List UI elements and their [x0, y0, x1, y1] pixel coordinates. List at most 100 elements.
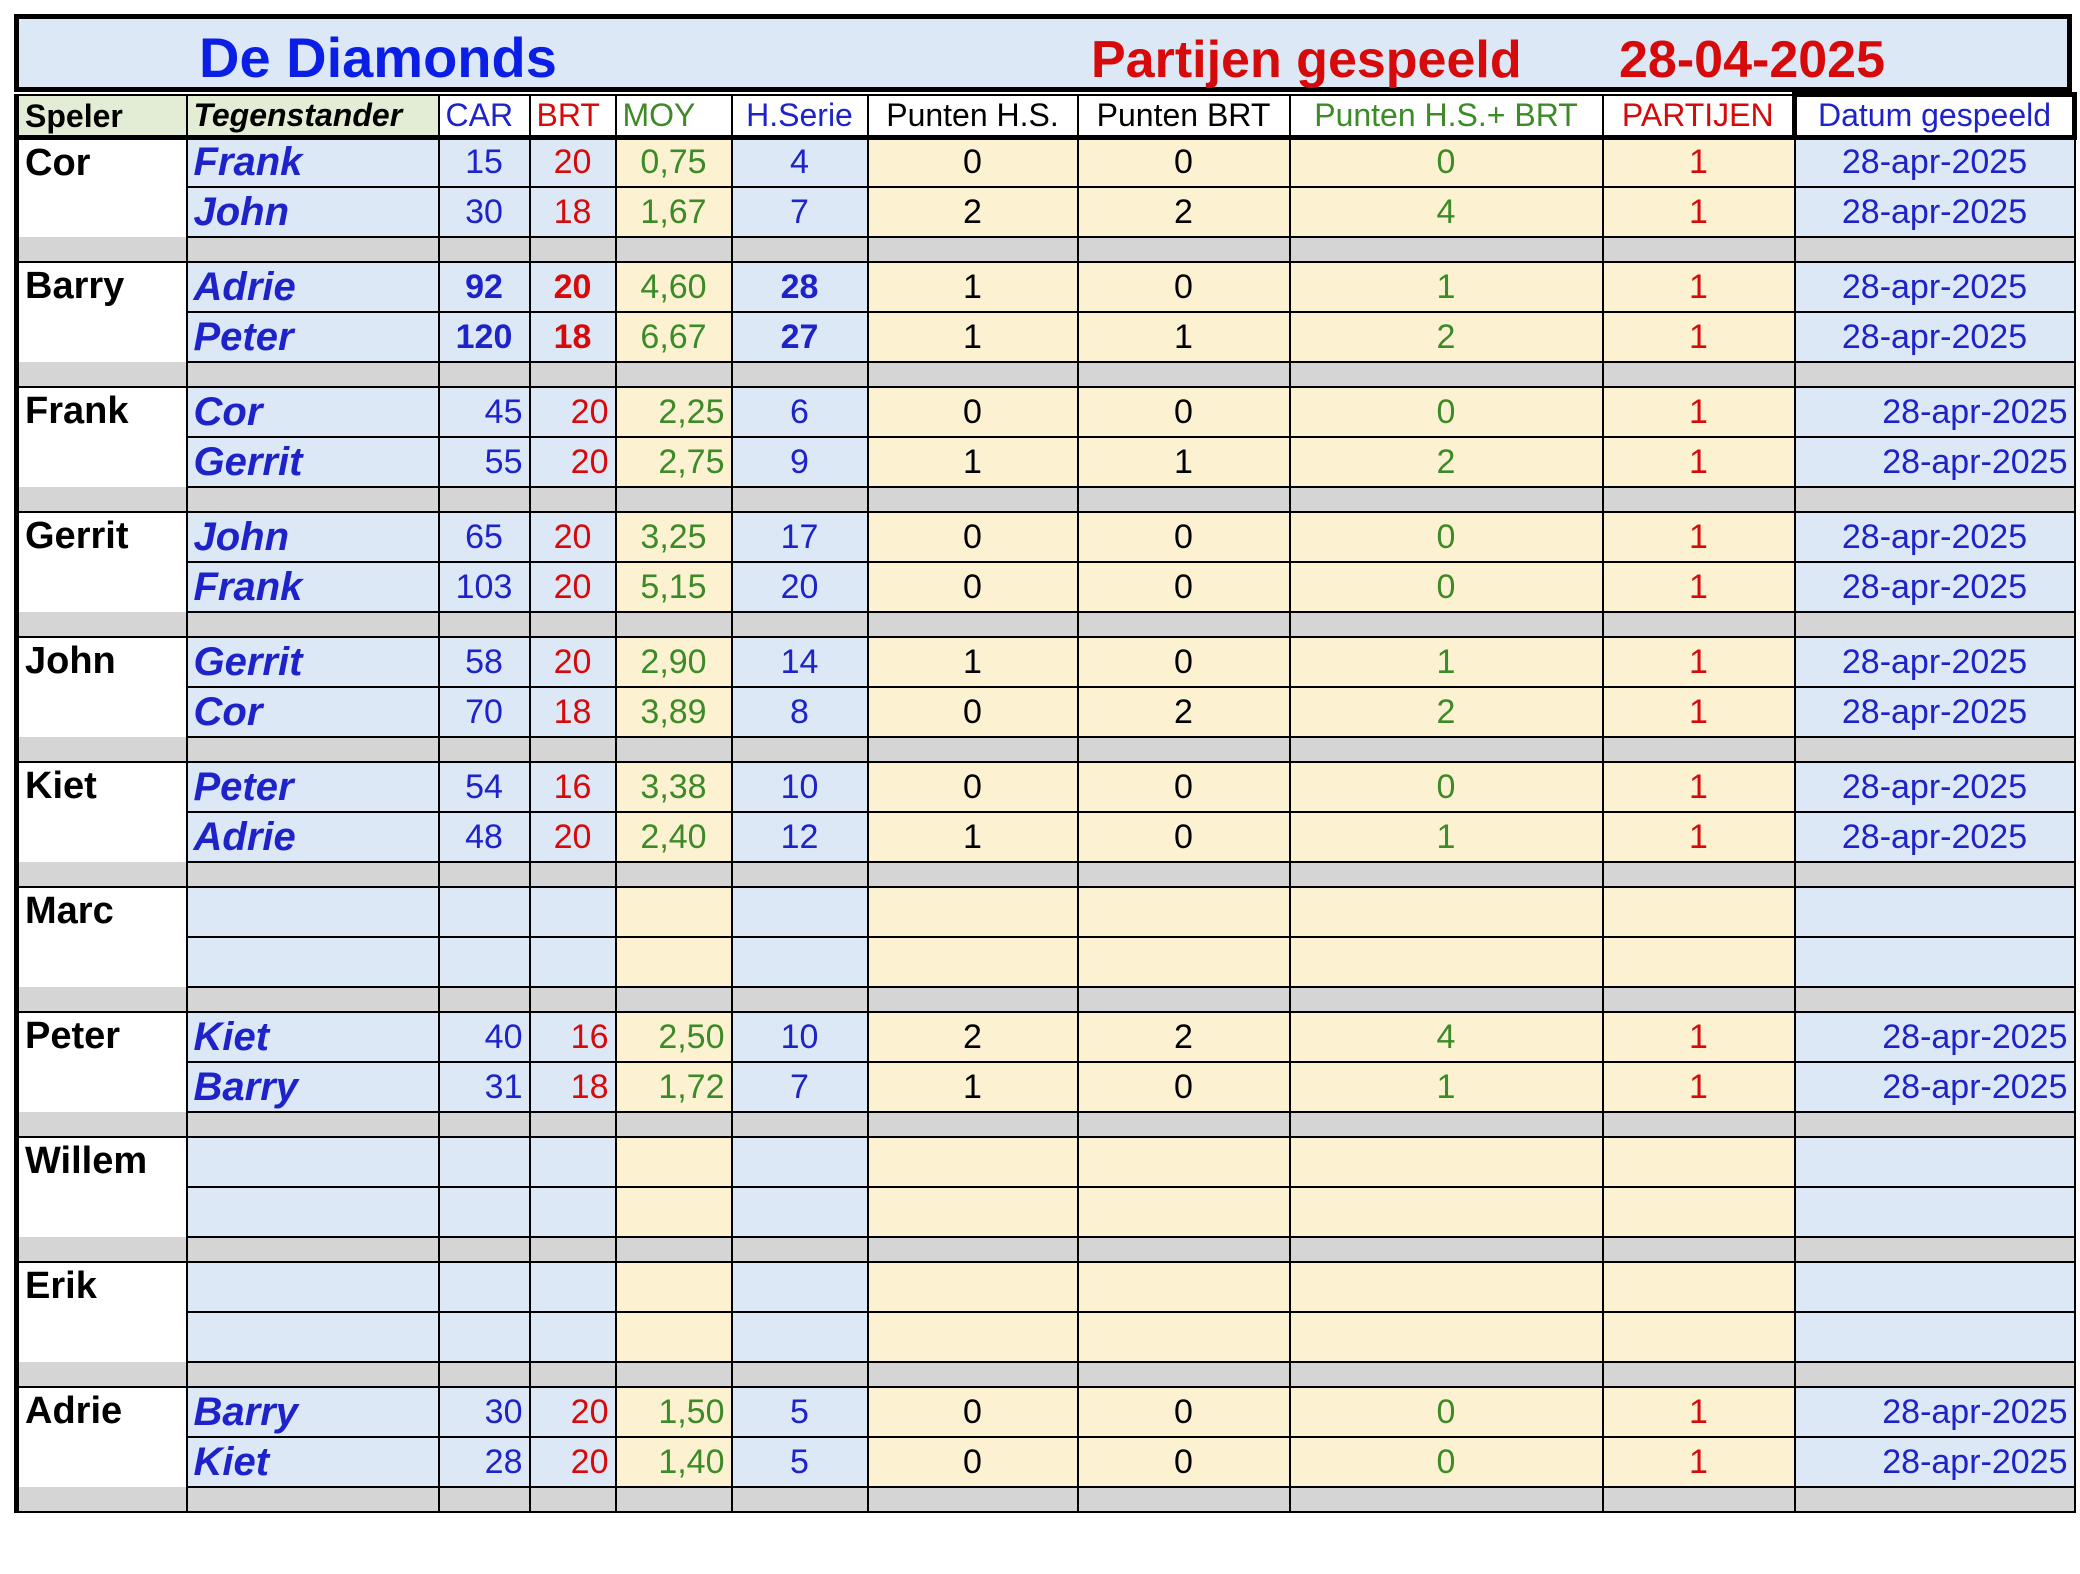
hserie-cell[interactable]: [730, 887, 869, 938]
punten-hs-cell[interactable]: 0: [866, 387, 1079, 438]
hserie-cell[interactable]: 14: [730, 637, 869, 688]
punten-total-cell[interactable]: 0: [1288, 387, 1604, 438]
moy-cell[interactable]: [614, 1137, 733, 1188]
header-hserie[interactable]: H.Serie: [730, 93, 869, 140]
hserie-cell[interactable]: 17: [730, 512, 869, 563]
punten-brt-cell[interactable]: 0: [1076, 1062, 1291, 1113]
punten-hs-cell[interactable]: 1: [866, 312, 1079, 363]
hserie-cell[interactable]: 10: [730, 762, 869, 813]
moy-cell[interactable]: [614, 1312, 733, 1363]
punten-total-cell[interactable]: 0: [1288, 562, 1604, 613]
punten-brt-cell[interactable]: 0: [1076, 637, 1291, 688]
car-cell[interactable]: 65: [437, 512, 531, 563]
punten-brt-cell[interactable]: 0: [1076, 812, 1291, 863]
brt-cell[interactable]: 20: [528, 387, 617, 438]
hserie-cell[interactable]: 12: [730, 812, 869, 863]
punten-brt-cell[interactable]: 0: [1076, 137, 1291, 188]
partijen-cell[interactable]: 1: [1601, 187, 1796, 238]
brt-cell[interactable]: 16: [528, 762, 617, 813]
partijen-cell[interactable]: 1: [1601, 1437, 1796, 1488]
datum-cell[interactable]: [1793, 1312, 2076, 1363]
punten-total-cell[interactable]: 2: [1288, 312, 1604, 363]
opponent-cell[interactable]: Frank: [185, 137, 440, 188]
brt-cell[interactable]: 20: [528, 512, 617, 563]
punten-hs-cell[interactable]: 0: [866, 687, 1079, 738]
datum-cell[interactable]: [1793, 937, 2076, 988]
car-cell[interactable]: 40: [437, 1012, 531, 1063]
moy-cell[interactable]: 2,50: [614, 1012, 733, 1063]
punten-total-cell[interactable]: [1288, 887, 1604, 938]
punten-hs-cell[interactable]: [866, 1262, 1079, 1313]
player-name-cell[interactable]: Erik: [14, 1262, 188, 1362]
opponent-cell[interactable]: Peter: [185, 762, 440, 813]
player-name-cell[interactable]: Cor: [14, 137, 188, 237]
brt-cell[interactable]: 18: [528, 1062, 617, 1113]
hserie-cell[interactable]: 5: [730, 1387, 869, 1438]
partijen-cell[interactable]: [1601, 1312, 1796, 1363]
partijen-cell[interactable]: 1: [1601, 687, 1796, 738]
punten-hs-cell[interactable]: [866, 1137, 1079, 1188]
brt-cell[interactable]: [528, 1262, 617, 1313]
punten-hs-cell[interactable]: [866, 1312, 1079, 1363]
punten-total-cell[interactable]: [1288, 1262, 1604, 1313]
moy-cell[interactable]: [614, 937, 733, 988]
car-cell[interactable]: [437, 1137, 531, 1188]
moy-cell[interactable]: 5,15: [614, 562, 733, 613]
opponent-cell[interactable]: Kiet: [185, 1012, 440, 1063]
opponent-cell[interactable]: John: [185, 512, 440, 563]
opponent-cell[interactable]: Cor: [185, 387, 440, 438]
punten-total-cell[interactable]: 0: [1288, 137, 1604, 188]
punten-total-cell[interactable]: 4: [1288, 1012, 1604, 1063]
datum-cell[interactable]: 28-apr-2025: [1793, 262, 2076, 313]
punten-brt-cell[interactable]: 2: [1076, 1012, 1291, 1063]
player-name-cell[interactable]: Kiet: [14, 762, 188, 862]
moy-cell[interactable]: 2,90: [614, 637, 733, 688]
partijen-cell[interactable]: [1601, 937, 1796, 988]
datum-cell[interactable]: 28-apr-2025: [1793, 1387, 2076, 1438]
car-cell[interactable]: 48: [437, 812, 531, 863]
punten-brt-cell[interactable]: 0: [1076, 762, 1291, 813]
opponent-cell[interactable]: Kiet: [185, 1437, 440, 1488]
punten-total-cell[interactable]: 1: [1288, 812, 1604, 863]
datum-cell[interactable]: 28-apr-2025: [1793, 1437, 2076, 1488]
partijen-cell[interactable]: 1: [1601, 1062, 1796, 1113]
moy-cell[interactable]: 1,40: [614, 1437, 733, 1488]
punten-hs-cell[interactable]: 0: [866, 1437, 1079, 1488]
punten-total-cell[interactable]: 1: [1288, 1062, 1604, 1113]
header-car[interactable]: CAR: [437, 93, 531, 140]
punten-hs-cell[interactable]: 2: [866, 1012, 1079, 1063]
partijen-cell[interactable]: [1601, 887, 1796, 938]
player-name-cell[interactable]: Willem: [14, 1137, 188, 1237]
punten-total-cell[interactable]: 0: [1288, 762, 1604, 813]
datum-cell[interactable]: 28-apr-2025: [1793, 812, 2076, 863]
header-partijen[interactable]: PARTIJEN: [1601, 93, 1796, 140]
player-name-cell[interactable]: Frank: [14, 387, 188, 487]
moy-cell[interactable]: 2,25: [614, 387, 733, 438]
partijen-cell[interactable]: 1: [1601, 137, 1796, 188]
punten-brt-cell[interactable]: [1076, 937, 1291, 988]
punten-total-cell[interactable]: 0: [1288, 1387, 1604, 1438]
car-cell[interactable]: 30: [437, 187, 531, 238]
punten-total-cell[interactable]: 2: [1288, 437, 1604, 488]
opponent-cell[interactable]: [185, 1187, 440, 1238]
punten-brt-cell[interactable]: 2: [1076, 187, 1291, 238]
datum-cell[interactable]: 28-apr-2025: [1793, 512, 2076, 563]
car-cell[interactable]: [437, 887, 531, 938]
brt-cell[interactable]: [528, 887, 617, 938]
hserie-cell[interactable]: 20: [730, 562, 869, 613]
moy-cell[interactable]: [614, 887, 733, 938]
header-punten-hs[interactable]: Punten H.S.: [866, 93, 1079, 140]
punten-total-cell[interactable]: 1: [1288, 262, 1604, 313]
player-name-cell[interactable]: Adrie: [14, 1387, 188, 1487]
datum-cell[interactable]: 28-apr-2025: [1793, 562, 2076, 613]
moy-cell[interactable]: 0,75: [614, 137, 733, 188]
moy-cell[interactable]: 1,50: [614, 1387, 733, 1438]
brt-cell[interactable]: 18: [528, 687, 617, 738]
hserie-cell[interactable]: 4: [730, 137, 869, 188]
punten-brt-cell[interactable]: [1076, 1137, 1291, 1188]
brt-cell[interactable]: 20: [528, 137, 617, 188]
datum-cell[interactable]: 28-apr-2025: [1793, 1062, 2076, 1113]
partijen-cell[interactable]: 1: [1601, 762, 1796, 813]
punten-total-cell[interactable]: 0: [1288, 1437, 1604, 1488]
opponent-cell[interactable]: [185, 1262, 440, 1313]
